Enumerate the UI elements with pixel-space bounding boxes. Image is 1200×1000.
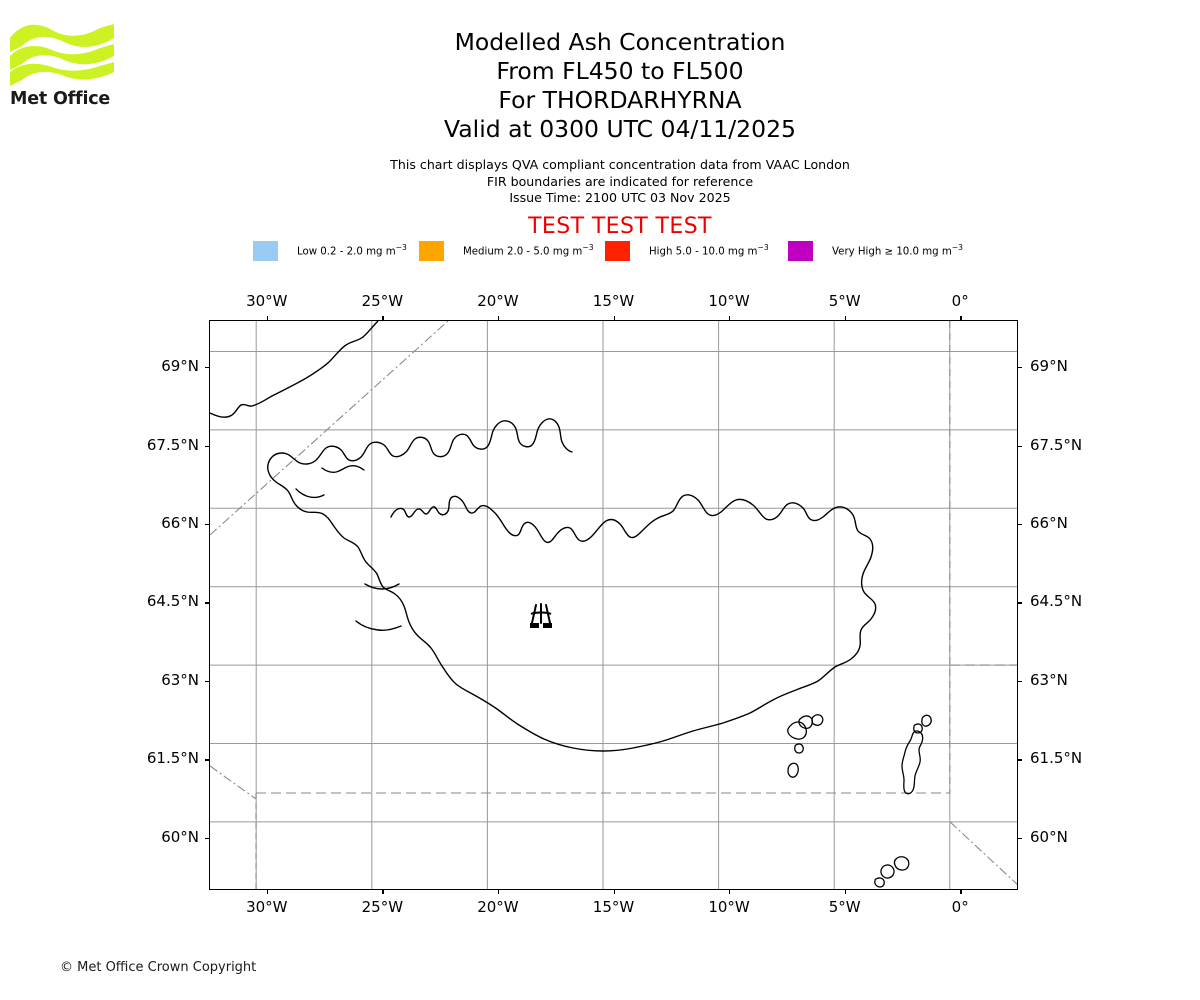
flight-level-range: From FL450 to FL500 [496, 57, 744, 85]
x-tick-top-0 [266, 316, 269, 320]
y-tick-right-5 [1018, 759, 1022, 761]
legend-item-2: High 5.0 - 10.0 mg m−3 [605, 240, 769, 261]
x-tick-bottom-4 [729, 890, 731, 894]
met-office-wave-icon [10, 24, 114, 86]
y-axis-label-right-2: 66°N [1030, 513, 1068, 532]
y-tick-left-4 [205, 680, 209, 683]
y-axis-label-right-4: 63°N [1030, 670, 1068, 689]
y-axis-label-left-6: 60°N [161, 827, 199, 846]
qva-note: This chart displays QVA compliant concen… [390, 157, 850, 172]
x-tick-bottom-5 [844, 890, 846, 894]
x-tick-top-5 [844, 316, 846, 320]
legend-label-0: Low 0.2 - 2.0 mg m−3 [297, 243, 407, 258]
x-axis-label-bottom-4: 10°W [708, 898, 750, 916]
coastline-greenland [210, 321, 379, 418]
y-axis-label-left-3: 64.5°N [146, 592, 199, 611]
legend-label-3: Very High ≥ 10.0 mg m−3 [832, 243, 964, 258]
y-tick-left-0 [205, 367, 209, 369]
x-tick-top-4 [729, 316, 731, 320]
fir-boundaries [210, 321, 1017, 889]
volcano-name-title: For THORDARHYRNA [498, 86, 742, 114]
coastline-shetland-islands [901, 714, 932, 795]
x-tick-bottom-6 [960, 890, 962, 894]
x-axis-label-bottom-3: 15°W [592, 898, 635, 916]
x-tick-top-6 [960, 316, 962, 320]
x-axis-label-bottom-5: 5°W [828, 898, 861, 916]
y-tick-left-3 [205, 602, 209, 604]
x-tick-bottom-1 [382, 890, 384, 894]
x-axis-label-top-1: 25°W [361, 292, 404, 310]
coastline-orkney-islands [874, 856, 910, 888]
concentration-legend: Low 0.2 - 2.0 mg m−3 Medium 2.0 - 5.0 mg … [253, 240, 993, 261]
y-axis-label-left-0: 69°N [161, 357, 199, 376]
legend-label-1: Medium 2.0 - 5.0 mg m−3 [463, 243, 594, 258]
x-axis-label-bottom-6: 0° [951, 898, 969, 916]
y-axis-label-left-2: 66°N [161, 513, 199, 532]
map-svg [210, 321, 1017, 889]
ash-concentration-map[interactable] [209, 320, 1018, 890]
x-tick-top-1 [382, 316, 384, 320]
legend-item-3: Very High ≥ 10.0 mg m−3 [788, 240, 963, 261]
y-axis-label-right-1: 67.5°N [1030, 435, 1083, 454]
met-office-logo-text: Met Office [10, 89, 111, 109]
fir-note: FIR boundaries are indicated for referen… [486, 173, 754, 189]
copyright-text: © Met Office Crown Copyright [60, 960, 257, 975]
valid-time: Valid at 0300 UTC 04/11/2025 [444, 115, 796, 143]
legend-label-2: High 5.0 - 10.0 mg m−3 [649, 243, 769, 258]
y-tick-right-2 [1018, 523, 1022, 526]
chart-subtitle-block: This chart displays QVA compliant concen… [300, 157, 940, 207]
legend-item-0: Low 0.2 - 2.0 mg m−3 [253, 240, 407, 261]
issue-time: Issue Time: 2100 UTC 03 Nov 2025 [509, 190, 731, 206]
x-tick-bottom-2 [497, 890, 500, 894]
y-tick-left-6 [205, 837, 209, 839]
y-tick-right-1 [1018, 445, 1022, 447]
y-tick-right-4 [1018, 680, 1022, 683]
x-tick-top-2 [497, 316, 500, 320]
legend-swatch-1 [419, 240, 444, 261]
x-axis-label-top-3: 15°W [592, 292, 635, 310]
y-tick-left-2 [205, 523, 209, 526]
x-tick-top-3 [613, 316, 615, 320]
legend-item-1: Medium 2.0 - 5.0 mg m−3 [419, 240, 594, 261]
test-banner: TEST TEST TEST [528, 214, 712, 239]
x-axis-label-top-5: 5°W [828, 292, 861, 310]
x-tick-bottom-0 [266, 890, 269, 894]
y-axis-label-right-3: 64.5°N [1030, 592, 1083, 611]
x-tick-bottom-3 [613, 890, 615, 894]
x-axis-label-bottom-0: 30°W [246, 898, 288, 916]
y-tick-right-6 [1018, 837, 1022, 839]
x-axis-label-top-4: 10°W [708, 292, 750, 310]
coastline-iceland [267, 418, 877, 752]
y-tick-left-5 [205, 759, 209, 761]
y-tick-left-1 [205, 445, 209, 447]
y-tick-right-0 [1018, 367, 1022, 369]
x-axis-label-bottom-1: 25°W [361, 898, 404, 916]
y-axis-label-left-4: 63°N [161, 670, 199, 689]
y-axis-label-right-6: 60°N [1030, 827, 1068, 846]
legend-swatch-3 [788, 240, 813, 261]
x-axis-label-bottom-2: 20°W [477, 898, 519, 916]
y-axis-label-left-5: 61.5°N [146, 749, 199, 768]
y-axis-label-right-0: 69°N [1030, 357, 1068, 376]
x-axis-label-top-6: 0° [951, 292, 969, 310]
x-axis-label-top-2: 20°W [477, 292, 519, 310]
coastline-faroe-islands [787, 714, 824, 778]
legend-swatch-0 [253, 240, 278, 261]
y-axis-label-left-1: 67.5°N [146, 435, 199, 454]
volcano-marker[interactable] [530, 603, 552, 628]
met-office-logo: Met Office [8, 20, 128, 115]
chart-title-block: Modelled Ash Concentration From FL450 to… [300, 28, 940, 144]
y-axis-label-right-5: 61.5°N [1030, 749, 1083, 768]
legend-swatch-2 [605, 240, 630, 261]
page-title: Modelled Ash Concentration [454, 28, 786, 56]
map-gridlines [210, 321, 1017, 889]
x-axis-label-top-0: 30°W [246, 292, 288, 310]
y-tick-right-3 [1018, 602, 1022, 604]
